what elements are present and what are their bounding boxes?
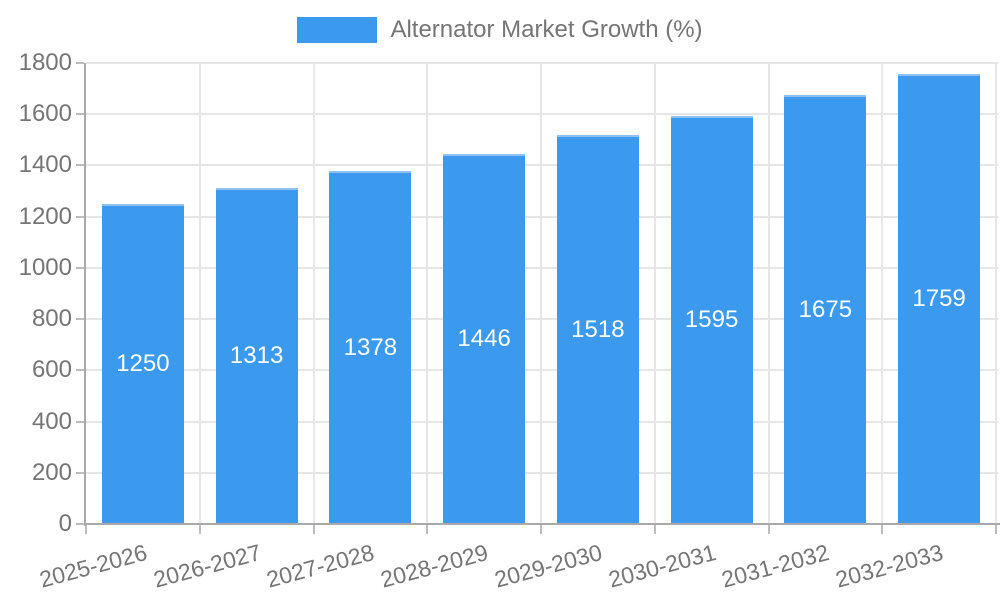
y-tick-label: 1200 xyxy=(18,202,72,230)
bar-value-label: 1595 xyxy=(684,305,739,333)
y-gridline xyxy=(86,164,998,167)
bar[interactable] xyxy=(215,187,298,524)
x-axis-tick xyxy=(426,525,429,534)
x-axis-tick xyxy=(995,525,997,534)
bar-value-label: 1759 xyxy=(912,284,966,312)
y-axis-tick xyxy=(76,164,84,167)
y-axis-tick xyxy=(76,318,84,321)
y-axis-line xyxy=(84,63,86,526)
y-axis-tick xyxy=(76,266,84,269)
x-axis-tick xyxy=(198,525,201,534)
bar-value-label: 1518 xyxy=(571,315,625,343)
y-tick-label: 600 xyxy=(31,356,72,384)
bar-value-label: 1446 xyxy=(457,324,511,352)
bar-value-label: 1313 xyxy=(229,341,284,369)
x-gridline xyxy=(426,63,429,524)
y-gridline xyxy=(86,266,998,269)
y-gridline xyxy=(86,420,998,423)
y-axis-tick xyxy=(76,62,84,64)
y-tick-label: 1800 xyxy=(18,49,72,76)
y-gridline xyxy=(86,215,998,218)
bar-value-label: 1675 xyxy=(798,295,853,323)
y-axis-tick xyxy=(76,471,84,474)
bar[interactable] xyxy=(329,171,412,524)
y-tick-label: 0 xyxy=(58,510,72,537)
x-gridline xyxy=(995,63,997,524)
bar[interactable] xyxy=(556,135,639,524)
bar[interactable] xyxy=(670,115,753,524)
x-gridline xyxy=(198,63,201,524)
x-gridline xyxy=(653,63,656,524)
x-gridline xyxy=(540,63,542,524)
y-axis-tick xyxy=(76,113,84,116)
x-gridline xyxy=(881,63,884,524)
y-tick-label: 800 xyxy=(31,305,72,333)
y-tick-label: 200 xyxy=(31,458,72,486)
y-tick-label: 1600 xyxy=(18,100,72,128)
y-tick-label: 1400 xyxy=(18,151,72,179)
bar-value-label: 1378 xyxy=(343,333,398,361)
x-axis-tick xyxy=(653,525,656,534)
y-axis-tick xyxy=(76,523,84,525)
y-axis-tick xyxy=(76,215,84,218)
y-tick-label: 1000 xyxy=(18,253,72,281)
bar[interactable] xyxy=(898,73,981,524)
y-axis-tick xyxy=(76,420,84,423)
x-axis-tick xyxy=(85,525,87,534)
x-axis-tick xyxy=(881,525,884,534)
x-axis-tick xyxy=(767,525,770,534)
x-gridline xyxy=(767,63,770,524)
y-gridline xyxy=(86,369,998,372)
legend-label: Alternator Market Growth (%) xyxy=(390,16,703,43)
y-gridline xyxy=(86,318,998,321)
y-gridline xyxy=(86,471,998,474)
legend[interactable]: Alternator Market Growth (%) xyxy=(0,16,1000,44)
x-axis-line xyxy=(84,523,1000,525)
bar[interactable] xyxy=(101,203,184,524)
x-axis-tick xyxy=(540,525,542,534)
legend-swatch xyxy=(297,17,378,43)
y-tick-label: 400 xyxy=(31,407,72,435)
bar-value-label: 1250 xyxy=(116,349,170,377)
y-gridline xyxy=(86,62,998,64)
bar[interactable] xyxy=(784,95,867,524)
x-gridline xyxy=(312,63,315,524)
bar[interactable] xyxy=(443,153,526,524)
x-axis-tick xyxy=(312,525,315,534)
y-gridline xyxy=(86,113,998,116)
y-axis-tick xyxy=(76,369,84,372)
